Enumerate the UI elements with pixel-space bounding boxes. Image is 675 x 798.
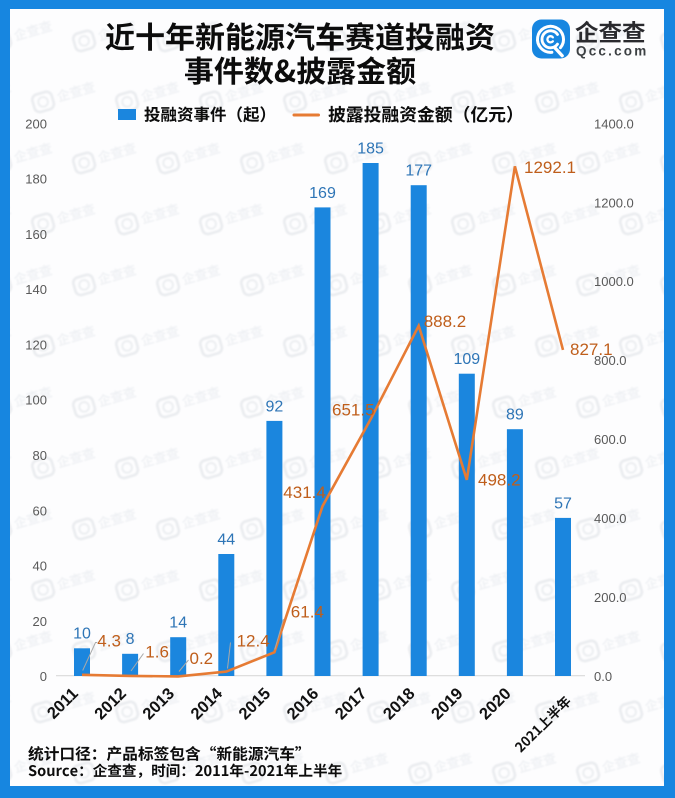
svg-text:1.6: 1.6 xyxy=(145,642,169,661)
svg-text:57: 57 xyxy=(554,495,572,512)
svg-text:0.0: 0.0 xyxy=(594,669,612,684)
svg-text:140: 140 xyxy=(25,282,47,297)
svg-text:180: 180 xyxy=(25,172,47,187)
svg-text:177: 177 xyxy=(405,163,432,180)
svg-text:651.5: 651.5 xyxy=(332,401,375,420)
svg-text:169: 169 xyxy=(309,185,336,202)
svg-text:827.1: 827.1 xyxy=(570,340,613,359)
svg-text:12.4: 12.4 xyxy=(237,632,270,651)
svg-text:200.0: 200.0 xyxy=(594,590,627,605)
svg-text:0.2: 0.2 xyxy=(190,649,214,668)
svg-text:160: 160 xyxy=(25,227,47,242)
svg-text:40: 40 xyxy=(33,559,47,574)
svg-text:60: 60 xyxy=(33,503,47,518)
svg-text:0: 0 xyxy=(40,669,47,684)
svg-text:1000.0: 1000.0 xyxy=(594,274,634,289)
svg-text:498.2: 498.2 xyxy=(478,471,521,490)
svg-text:92: 92 xyxy=(266,398,284,415)
svg-text:431.4: 431.4 xyxy=(283,483,326,502)
svg-text:Qcc.com: Qcc.com xyxy=(576,44,648,59)
svg-text:44: 44 xyxy=(217,531,235,548)
svg-text:10: 10 xyxy=(73,626,91,643)
svg-text:20: 20 xyxy=(33,614,47,629)
svg-text:109: 109 xyxy=(453,351,480,368)
svg-text:888.2: 888.2 xyxy=(424,312,467,331)
svg-text:4.3: 4.3 xyxy=(97,632,121,651)
svg-text:1200.0: 1200.0 xyxy=(594,195,634,210)
svg-text:80: 80 xyxy=(33,448,47,463)
svg-text:100: 100 xyxy=(25,393,47,408)
svg-text:1400.0: 1400.0 xyxy=(594,116,634,131)
svg-text:8: 8 xyxy=(126,631,135,648)
svg-text:185: 185 xyxy=(357,140,384,157)
svg-text:1292.1: 1292.1 xyxy=(524,158,576,177)
svg-text:89: 89 xyxy=(506,407,524,424)
svg-text:400.0: 400.0 xyxy=(594,511,627,526)
svg-text:200: 200 xyxy=(25,116,47,131)
svg-text:800.0: 800.0 xyxy=(594,353,627,368)
svg-text:14: 14 xyxy=(169,615,187,632)
svg-text:600.0: 600.0 xyxy=(594,432,627,447)
svg-text:120: 120 xyxy=(25,337,47,352)
svg-text:61.4: 61.4 xyxy=(291,603,324,622)
